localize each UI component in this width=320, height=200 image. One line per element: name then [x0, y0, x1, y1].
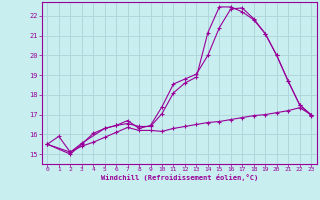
X-axis label: Windchill (Refroidissement éolien,°C): Windchill (Refroidissement éolien,°C) [100, 174, 258, 181]
